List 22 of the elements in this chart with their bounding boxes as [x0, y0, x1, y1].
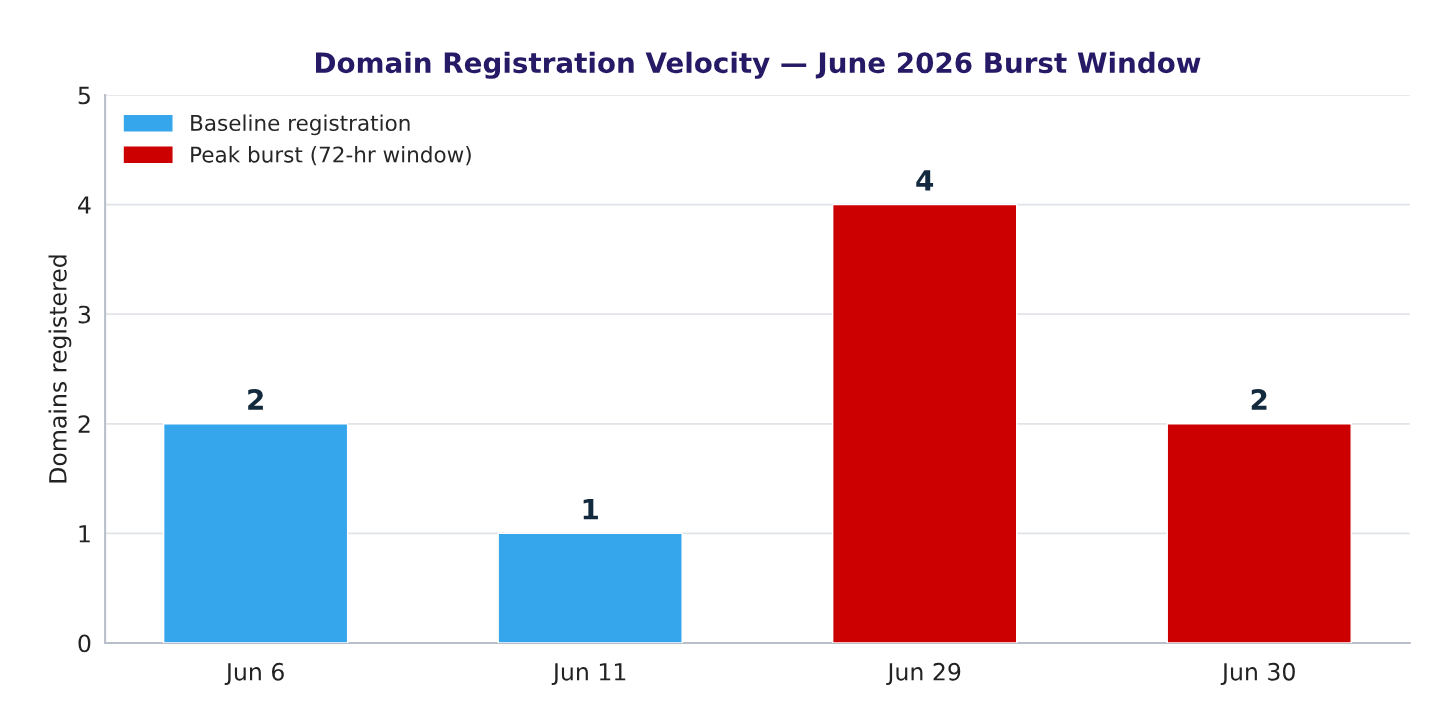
x-tick-label: Jun 6: [224, 662, 284, 686]
data-label: 2: [1251, 389, 1267, 410]
bar: [497, 532, 683, 643]
y-tick-label: 0: [78, 634, 91, 653]
y-tick-label: 5: [78, 86, 90, 105]
y-axis-title: Domains registered: [48, 255, 72, 483]
data-label: 4: [916, 170, 934, 191]
y-tick-label: 4: [78, 196, 91, 214]
data-label: 2: [248, 389, 263, 410]
x-tick-label: Jun 30: [1220, 662, 1295, 686]
legend-label: Peak burst (72-hr window): [191, 146, 471, 166]
x-tick-label: Jun 11: [551, 663, 626, 686]
legend-label: Baseline registration: [191, 114, 410, 136]
bar: [162, 423, 349, 643]
x-tick-label: Jun 29: [886, 662, 961, 686]
y-tick-label: 2: [78, 415, 90, 433]
data-label: 1: [583, 499, 598, 520]
y-tick-label: 1: [79, 525, 90, 543]
bar: [832, 203, 1018, 643]
y-tick-label: 3: [78, 305, 91, 324]
chart-title: Domain Registration Velocity — June 2026 Burst Window: [316, 51, 1201, 79]
bar: [1166, 423, 1352, 643]
